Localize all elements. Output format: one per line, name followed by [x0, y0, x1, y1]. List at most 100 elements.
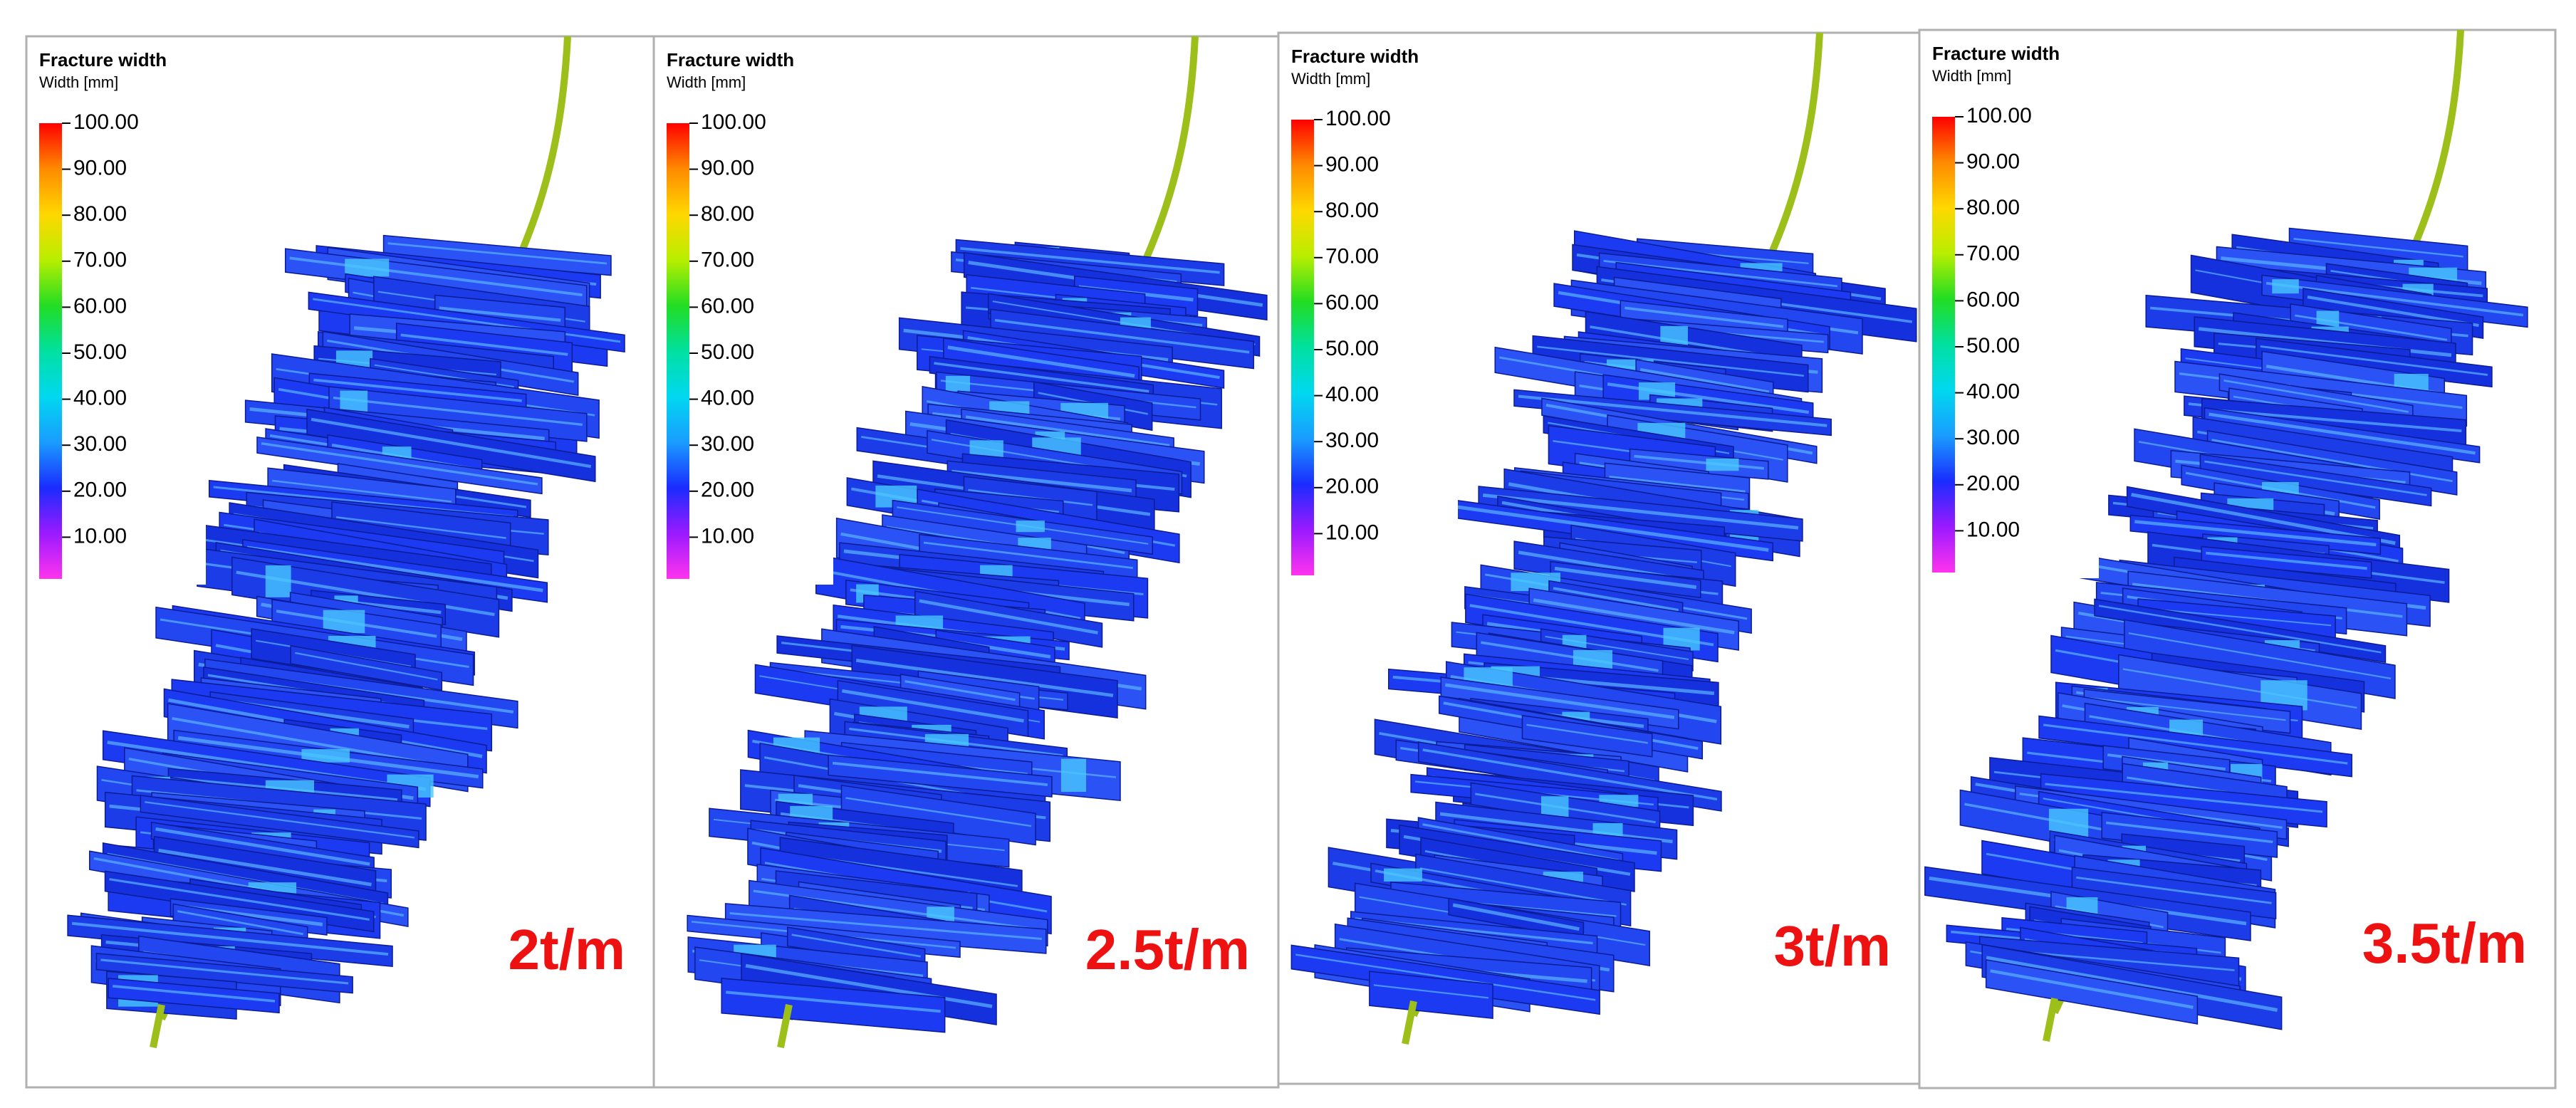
- fracture: [914, 590, 1103, 648]
- fracture-streak: [2131, 493, 2396, 545]
- fracture: [1985, 958, 2199, 1025]
- colorbar-tick-label: 70.00: [701, 249, 754, 272]
- fracture: [95, 953, 353, 994]
- fracture-streak: [2211, 439, 2453, 483]
- colorbar-tick-label: 10.00: [1966, 518, 2020, 541]
- colorbar-tick-label: 10.00: [73, 524, 127, 548]
- fracture-streak: [271, 479, 452, 503]
- fracture-streak: [2098, 605, 2382, 654]
- fracture-streak: [1422, 823, 1619, 862]
- fracture-streak: [1533, 598, 1735, 634]
- fracture-streak: [2088, 697, 2286, 721]
- fracture-streak: [2128, 632, 2392, 680]
- fracture-streak: [2293, 238, 2463, 258]
- fracture-streak: [1554, 566, 1697, 590]
- colorbar-tick-label: 90.00: [1966, 150, 2020, 174]
- fracture-streak: [439, 306, 561, 322]
- fracture-streak: [994, 318, 1250, 354]
- fracture-streak: [2307, 295, 2479, 328]
- fracture-streak: [1482, 493, 1799, 530]
- colorbar-tick-label: 70.00: [73, 249, 127, 272]
- fracture-streak: [387, 242, 608, 265]
- case-label: 3.5t/m: [2362, 911, 2527, 975]
- fracture-streak: [2134, 520, 2377, 547]
- fracture-streak: [947, 345, 1135, 378]
- colorbar-tick-label: 50.00: [1325, 337, 1379, 360]
- legend-bg: [662, 43, 833, 585]
- colorbar-tick-label: 70.00: [1325, 245, 1379, 268]
- colorbar-tick-label: 60.00: [701, 294, 754, 318]
- colorbar-tick-label: 50.00: [701, 340, 754, 364]
- legend-bg: [35, 43, 206, 585]
- fracture: [290, 644, 443, 691]
- colorbar-tick-label: 30.00: [701, 432, 754, 456]
- fracture-streak: [1419, 867, 1627, 906]
- fracture-highlight: [345, 258, 390, 277]
- colorbar-tick-label: 90.00: [73, 157, 127, 180]
- colorbar-tick-label: 20.00: [1325, 475, 1379, 498]
- fracture-streak: [934, 362, 1149, 393]
- fracture-streak: [1634, 454, 1764, 470]
- colorbar-tick-label: 90.00: [701, 157, 754, 180]
- fracture-streak: [1537, 345, 1804, 377]
- colorbar-tick-label: 20.00: [701, 479, 754, 502]
- colorbar-tick-label: 100.00: [1325, 107, 1391, 130]
- fracture: [2201, 545, 2372, 579]
- colorbar-tick-label: 30.00: [1966, 426, 2020, 449]
- fracture-streak: [246, 545, 543, 592]
- fracture-streak: [1609, 476, 1746, 493]
- fracture-streak: [145, 801, 414, 839]
- fracture-streak: [2209, 412, 2476, 455]
- fracture-streak: [2206, 408, 2462, 433]
- colorbar-tick-label: 20.00: [73, 479, 127, 502]
- fracture-streak: [1373, 984, 1489, 999]
- fracture: [256, 436, 543, 495]
- fracture-streak: [1444, 683, 1675, 719]
- fracture-highlight: [945, 375, 971, 392]
- panel: Fracture width Width [mm] 100.00 90.00 80.00…: [652, 35, 1280, 1089]
- fracture-streak: [109, 878, 370, 921]
- fracture-streak: [1451, 504, 1769, 552]
- fracture-streak: [1986, 956, 2278, 1012]
- fracture-highlight: [265, 565, 291, 597]
- fracture-streak: [791, 934, 921, 958]
- fracture-highlight: [2272, 279, 2299, 294]
- panel: Fracture width Width [mm] 100.00 90.00 80.00…: [1918, 28, 2557, 1089]
- wellbore-stub: [150, 1004, 165, 1048]
- fracture-streak: [1603, 259, 1838, 288]
- colorbar-tick-label: 100.00: [1966, 104, 2032, 127]
- fracture-streak: [1990, 969, 2194, 1009]
- fracture-streak: [2122, 668, 2357, 709]
- fracture-highlight: [1016, 521, 1045, 533]
- colorbar-tick-label: 30.00: [73, 432, 127, 456]
- fracture-streak: [1553, 587, 1679, 612]
- fracture-streak: [2043, 723, 2348, 765]
- case-label: 3t/m: [1774, 914, 1892, 978]
- fracture-streak: [112, 984, 276, 1003]
- fracture: [721, 978, 946, 1033]
- colorbar-tick-label: 10.00: [701, 524, 754, 548]
- wellbore-stub: [777, 1004, 793, 1048]
- fracture-streak: [2265, 281, 2524, 317]
- fracture-streak: [1625, 306, 1784, 328]
- fracture-streak: [311, 417, 592, 469]
- fracture-streak: [2206, 551, 2367, 570]
- fracture-streak: [1422, 748, 1718, 801]
- fracture: [1369, 971, 1493, 1020]
- fracture-streak: [729, 911, 1042, 941]
- fracture-streak: [335, 516, 506, 539]
- fracture: [837, 679, 1029, 737]
- colorbar-tick-label: 40.00: [1325, 383, 1379, 407]
- fracture: [1513, 389, 1832, 437]
- fracture: [108, 978, 280, 1014]
- fracture: [2038, 715, 2352, 778]
- fracture-streak: [313, 298, 621, 343]
- legend-title: Fracture width: [1291, 46, 1419, 67]
- fracture-highlight: [1060, 758, 1087, 792]
- fracture-highlight: [1384, 868, 1422, 882]
- fracture-streak: [841, 689, 1024, 723]
- legend-subtitle: Width [mm]: [1291, 70, 1370, 88]
- fracture-streak: [400, 333, 568, 356]
